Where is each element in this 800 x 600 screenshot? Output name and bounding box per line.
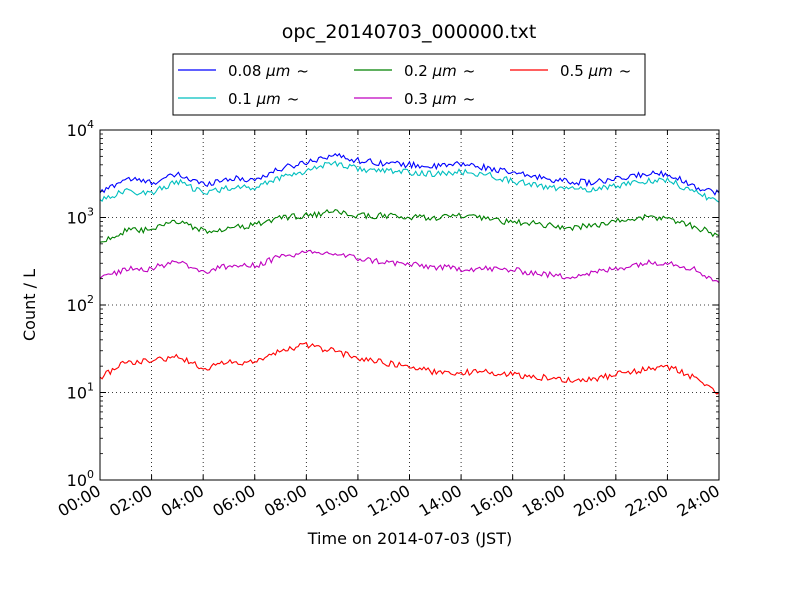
- y-tick-label: 103: [67, 206, 94, 228]
- legend-box: [172, 53, 646, 116]
- y-tick-base: 10: [67, 121, 87, 140]
- series-line: [99, 249, 720, 284]
- series-line: [99, 341, 720, 395]
- legend-label: 0.08 μm ~: [228, 62, 309, 80]
- y-tick-label: 102: [67, 293, 94, 315]
- y-tick-label: 100: [67, 468, 94, 490]
- legend: 0.08 μm ~ 0.1 μm ~ 0.2 μm ~ 0.3 μm ~ 0.5 μm ~: [172, 53, 646, 116]
- legend-label: 0.1 μm ~: [228, 90, 299, 108]
- series-line: [99, 152, 720, 196]
- y-tick-exponent: 2: [87, 293, 94, 306]
- y-tick-base: 10: [67, 471, 87, 490]
- series-line: [99, 208, 720, 243]
- y-tick-label: 101: [67, 381, 94, 403]
- y-tick-exponent: 3: [87, 206, 94, 219]
- legend-label: 0.2 μm ~: [404, 62, 475, 80]
- y-axis-title: Count / L: [20, 269, 39, 341]
- series-line: [99, 160, 720, 203]
- y-tick-exponent: 1: [87, 381, 94, 394]
- legend-label: 0.3 μm ~: [404, 90, 475, 108]
- chart-title: opc_20140703_000000.txt: [282, 21, 537, 43]
- y-tick-base: 10: [67, 296, 87, 315]
- series-lines: [99, 152, 720, 395]
- y-tick-label: 104: [67, 118, 94, 140]
- y-tick-base: 10: [67, 209, 87, 228]
- y-tick-base: 10: [67, 384, 87, 403]
- y-tick-exponent: 4: [87, 118, 94, 131]
- y-tick-exponent: 0: [87, 468, 94, 481]
- legend-label: 0.5 μm ~: [560, 62, 631, 80]
- x-axis-title: Time on 2014-07-03 (JST): [307, 529, 512, 548]
